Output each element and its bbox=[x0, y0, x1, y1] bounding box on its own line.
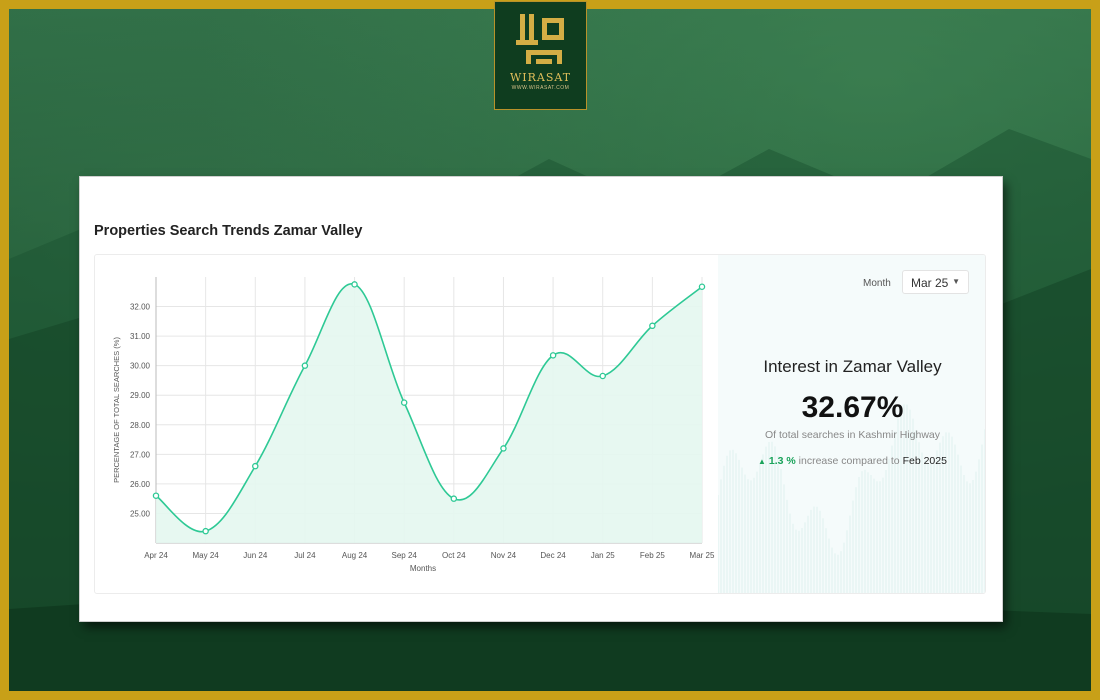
panel-background-pattern bbox=[718, 404, 985, 593]
logo-name: WIRASAT bbox=[509, 71, 572, 84]
data-point bbox=[500, 445, 507, 452]
y-tick-label: 32.00 bbox=[130, 303, 151, 312]
data-point bbox=[549, 352, 557, 359]
search-trend-chart: 25.00 26.00 27.00 28.00 29.00 30.00 31.00 32.00… bbox=[112, 277, 715, 573]
y-axis-title: PERCENTAGE OF TOTAL SEARCHES (%) bbox=[112, 337, 121, 483]
trend-card: Properties Search Trends Zamar Valley 25… bbox=[80, 177, 1002, 621]
logo-mark-icon bbox=[515, 14, 564, 64]
y-tick-label: 25.00 bbox=[130, 509, 151, 518]
y-tick-label: 30.00 bbox=[130, 362, 151, 371]
data-point bbox=[599, 372, 606, 380]
data-point bbox=[400, 399, 408, 406]
interest-value: 32.67% bbox=[801, 391, 904, 424]
change-text: increase compared to bbox=[798, 455, 900, 467]
data-point bbox=[698, 283, 706, 291]
y-tick-label: 31.00 bbox=[130, 332, 151, 341]
month-label: Month bbox=[863, 278, 891, 289]
y-tick-label: 27.00 bbox=[130, 450, 151, 459]
x-tick-label: Jun 24 bbox=[243, 551, 268, 560]
data-point bbox=[301, 362, 309, 369]
data-point bbox=[202, 527, 209, 535]
interest-title: Interest in Zamar Valley bbox=[763, 357, 942, 376]
data-point bbox=[252, 462, 259, 470]
x-tick-label: Oct 24 bbox=[442, 551, 466, 560]
x-tick-label: Jul 24 bbox=[294, 551, 316, 560]
card-inner: 25.00 26.00 27.00 28.00 29.00 30.00 31.00 32.00… bbox=[94, 254, 986, 594]
interest-subtitle: Of total searches in Kashmir Highway bbox=[764, 429, 941, 441]
wirasat-logo: WIRASAT WWW.WIRASAT.COM bbox=[494, 1, 587, 110]
arrow-up-icon: ▲ bbox=[758, 457, 766, 466]
y-tick-label: 26.00 bbox=[130, 480, 151, 489]
interest-panel: Month Mar 25 ▼ Interest in Zamar Valley … bbox=[718, 255, 985, 593]
y-tick-label: 29.00 bbox=[130, 391, 151, 400]
x-tick-label: Feb 25 bbox=[640, 551, 665, 560]
x-tick-label: Nov 24 bbox=[491, 551, 517, 560]
x-tick-label: Aug 24 bbox=[342, 551, 368, 560]
x-tick-label: Jan 25 bbox=[591, 551, 616, 560]
change-value: 1.3 % bbox=[768, 455, 796, 467]
x-tick-label: May 24 bbox=[193, 551, 220, 560]
x-tick-label: Apr 24 bbox=[144, 551, 168, 560]
x-tick-label: Sep 24 bbox=[392, 551, 418, 560]
data-point bbox=[152, 492, 160, 499]
y-tick-label: 28.00 bbox=[130, 421, 151, 430]
x-axis-title: Months bbox=[410, 564, 436, 573]
chevron-down-icon: ▼ bbox=[952, 277, 960, 286]
panel-pattern bbox=[718, 404, 985, 593]
month-select[interactable]: Mar 25 ▼ bbox=[902, 270, 969, 294]
data-point bbox=[450, 495, 458, 502]
x-tick-label: Dec 24 bbox=[540, 551, 566, 560]
card-title: Properties Search Trends Zamar Valley bbox=[94, 223, 363, 239]
change-line: ▲ 1.3 % increase compared to Feb 2025 bbox=[718, 455, 985, 467]
logo-url: WWW.WIRASAT.COM bbox=[511, 85, 570, 91]
month-select-value: Mar 25 bbox=[911, 276, 949, 290]
x-tick-label: Mar 25 bbox=[690, 551, 715, 560]
data-point bbox=[649, 322, 656, 330]
change-ref: Feb 2025 bbox=[902, 455, 947, 467]
data-point bbox=[351, 281, 358, 288]
series-area bbox=[156, 283, 702, 543]
